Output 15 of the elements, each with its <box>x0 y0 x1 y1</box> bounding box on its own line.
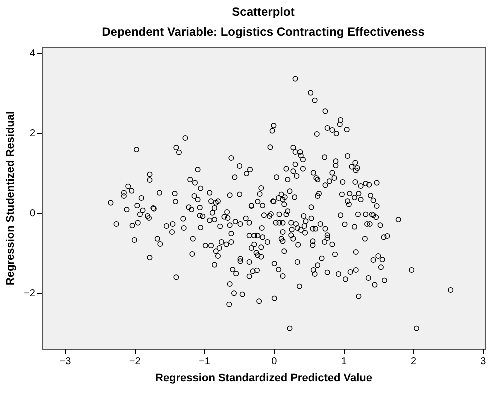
x-tick-label: −1 <box>199 356 211 368</box>
x-axis-title: Regression Standardized Predicted Value <box>155 372 373 384</box>
y-tick-label: 2 <box>30 128 36 140</box>
chart-subtitle: Dependent Variable: Logistics Contracting Effectiveness <box>102 25 426 39</box>
y-tick-label: −2 <box>24 288 36 300</box>
chart-title: Scatterplot <box>232 5 295 19</box>
x-tick-label: 0 <box>272 356 278 368</box>
y-tick-label: 4 <box>30 48 36 60</box>
y-axis-title: Regression Studentized Residual <box>5 111 18 286</box>
x-tick-label: 1 <box>341 356 348 368</box>
y-tick-label: 0 <box>30 208 36 220</box>
x-tick-label: −2 <box>129 356 142 368</box>
x-tick-label: 3 <box>480 356 487 368</box>
x-tick-label: 2 <box>410 356 417 368</box>
x-tick-label: −3 <box>60 356 72 368</box>
